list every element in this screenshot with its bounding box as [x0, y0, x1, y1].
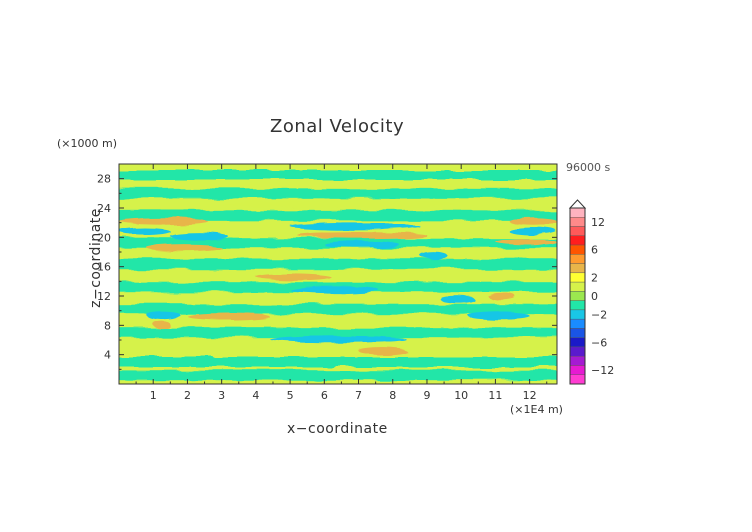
velocity-band: [255, 273, 332, 281]
colorbar-swatch: [569, 365, 586, 375]
x-tick-label: 12: [523, 389, 537, 402]
velocity-band: [420, 252, 448, 260]
colorbar-swatch: [569, 328, 586, 338]
colorbar-swatch: [569, 217, 586, 227]
velocity-band: [440, 296, 475, 304]
x-axis-label: x−coordinate: [287, 421, 388, 437]
y-tick-label: 28: [97, 173, 111, 186]
colorbar-swatch: [569, 374, 586, 385]
velocity-band: [221, 200, 462, 209]
y-tick-label: 20: [97, 231, 111, 244]
colorbar-arrow: [568, 199, 587, 209]
x-axis-unit-label: (×1E4 m): [510, 403, 563, 416]
velocity-band: [290, 222, 421, 230]
velocity-band: [146, 311, 181, 319]
colorbar-tick-label: 0: [591, 290, 598, 303]
colorbar-swatch: [569, 254, 586, 264]
colorbar-swatch: [569, 337, 586, 348]
weak-negative-band: [119, 327, 557, 338]
x-tick-label: 2: [184, 389, 191, 402]
y-tick-label: 4: [104, 349, 111, 362]
x-tick-label: 3: [218, 389, 225, 402]
weak-negative-band: [119, 370, 557, 381]
velocity-band: [119, 217, 208, 225]
velocity-band: [269, 335, 407, 343]
x-tick-label: 9: [423, 389, 430, 402]
colorbar-swatch: [569, 244, 586, 255]
colorbar-tick-label: 6: [591, 244, 598, 257]
colorbar-swatch: [569, 309, 586, 320]
colorbar-swatch: [569, 356, 586, 366]
velocity-band: [509, 217, 557, 225]
colorbar-tick-label: −12: [591, 364, 614, 377]
velocity-band: [324, 241, 400, 249]
x-tick-label: 10: [454, 389, 468, 402]
colorbar-tick-label: 12: [591, 216, 605, 229]
velocity-band: [358, 347, 407, 355]
velocity-band: [468, 312, 530, 320]
chart-title: Zonal Velocity: [270, 116, 405, 137]
y-tick-label: 8: [104, 319, 111, 332]
x-tick-label: 11: [488, 389, 502, 402]
velocity-band: [296, 231, 427, 239]
velocity-band: [187, 313, 270, 321]
velocity-band: [495, 238, 557, 246]
x-tick-label: 1: [150, 389, 157, 402]
colorbar-swatch: [569, 346, 586, 357]
weak-negative-band: [119, 357, 557, 367]
velocity-band: [170, 233, 229, 241]
y-tick-label: 12: [97, 290, 111, 303]
colorbar-tick-label: −2: [591, 309, 607, 322]
y-tick-label: 24: [97, 202, 111, 215]
y-axis-unit-label: (×1000 m): [57, 137, 118, 150]
colorbar-swatch: [569, 207, 586, 218]
weak-negative-band: [119, 258, 557, 269]
plot-frame: [118, 163, 558, 385]
weak-negative-band: [119, 188, 557, 199]
velocity-band: [509, 227, 557, 235]
colorbar-swatch: [569, 300, 586, 311]
colorbar-swatch: [569, 235, 586, 246]
x-tick-label: 7: [355, 389, 362, 402]
x-tick-label: 8: [389, 389, 396, 402]
colorbar-tick-label: −6: [591, 336, 607, 349]
colorbar-frame: [569, 207, 586, 385]
x-tick-label: 4: [252, 389, 259, 402]
velocity-band: [488, 293, 516, 301]
plot-area: [119, 164, 557, 384]
weak-negative-band: [119, 210, 557, 221]
colorbar: 12 6 2 0 −2 −6 −12: [568, 199, 614, 385]
velocity-band: [146, 244, 222, 252]
velocity-band: [290, 286, 380, 294]
colorbar-swatch: [569, 281, 586, 292]
colorbar-swatch: [569, 291, 586, 301]
x-tick-label: 6: [321, 389, 328, 402]
velocity-band: [153, 321, 171, 329]
colorbar-swatch: [569, 263, 586, 274]
colorbar-tick-label: 2: [591, 271, 598, 284]
x-tick-label: 5: [287, 389, 294, 402]
colorbar-swatch: [569, 272, 586, 283]
y-tick-label: 16: [97, 261, 111, 274]
velocity-band: [119, 171, 557, 179]
colorbar-swatch: [569, 318, 586, 329]
weak-negative-band: [119, 304, 557, 315]
velocity-band: [119, 227, 171, 235]
colorbar-swatch: [569, 226, 586, 236]
timestamp-label: 96000 s: [566, 161, 611, 174]
